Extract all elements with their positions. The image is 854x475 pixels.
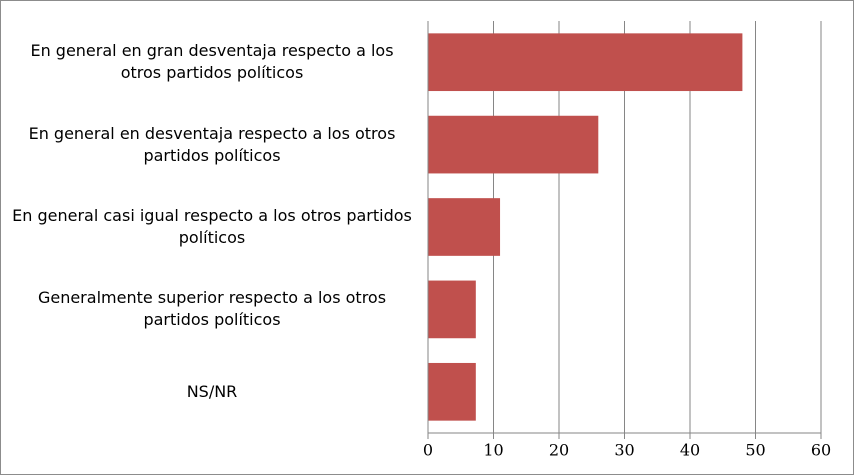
bar (428, 362, 476, 421)
y-tick-label: En general en desventaja respecto a los … (28, 123, 396, 165)
x-tick-label: 10 (483, 441, 503, 460)
bar (428, 280, 476, 339)
bar (428, 198, 501, 256)
x-tick-label: 0 (423, 441, 433, 460)
x-tick-label: 20 (549, 441, 569, 460)
y-tick-label: Generalmente superior respecto a los otr… (37, 288, 387, 330)
x-tick-label: 50 (745, 441, 765, 460)
bar (428, 33, 743, 92)
y-tick-label: En general en gran desventaja respecto a… (30, 41, 394, 83)
x-tick-label: 30 (614, 441, 634, 460)
x-tick-label: 40 (680, 441, 700, 460)
x-tick-label: 60 (811, 441, 831, 460)
bar (428, 115, 599, 174)
y-tick-label: NS/NR (186, 381, 238, 401)
y-tick-label: En general casi igual respecto a los otr… (12, 206, 412, 247)
